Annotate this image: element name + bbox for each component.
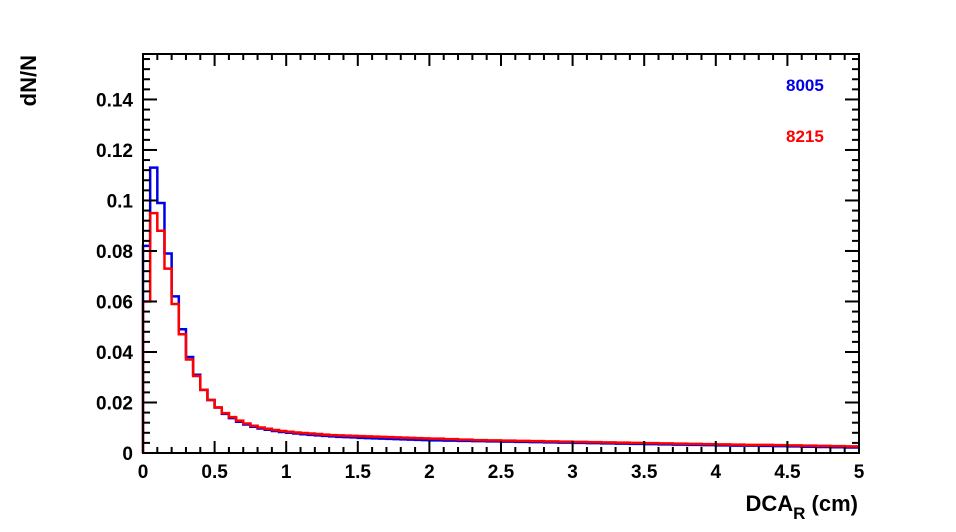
- y-tick-label: 0.06: [96, 292, 133, 313]
- x-tick-label: 4.5: [774, 462, 801, 483]
- y-tick-label: 0.04: [96, 343, 133, 364]
- y-axis-title: dN/N: [16, 55, 41, 106]
- x-tick-label: 4: [711, 462, 722, 483]
- x-axis-ticks: [142, 54, 860, 453]
- x-tick-label: 2.5: [488, 462, 515, 483]
- legend-entry-8005: 8005: [786, 76, 824, 95]
- y-tick-label: 0.12: [96, 141, 133, 162]
- x-tick-label: 1.5: [345, 462, 372, 483]
- x-axis-title: DCAR (cm): [745, 491, 858, 523]
- y-axis-ticks: [143, 58, 859, 454]
- x-tick-label: 3.5: [631, 462, 658, 483]
- x-tick-label: 2: [424, 462, 435, 483]
- x-tick-label: 1: [281, 462, 292, 483]
- series-layer: [141, 166, 859, 453]
- x-axis-title-unit: (cm): [805, 491, 858, 516]
- x-axis-title-main: DCA: [745, 491, 793, 516]
- x-axis-title-subscript: R: [793, 504, 805, 523]
- series-line-8215: [141, 211, 859, 453]
- plot-area: [143, 54, 859, 453]
- y-tick-label: 0: [122, 444, 133, 465]
- legend: 8005 8215: [786, 76, 824, 146]
- x-tick-label: 0.5: [201, 462, 228, 483]
- y-axis-tick-labels: 0 0.02 0.04 0.06 0.08 0.1 0.12 0.14: [96, 90, 133, 465]
- x-tick-label: 5: [854, 462, 865, 483]
- x-axis-tick-labels: 0 0.5 1 1.5 2 2.5 3 3.5 4 4.5 5: [138, 462, 865, 483]
- y-tick-label: 0.02: [96, 393, 133, 414]
- y-tick-label: 0.14: [96, 90, 133, 111]
- x-tick-label: 0: [138, 462, 149, 483]
- y-tick-label: 0.08: [96, 242, 133, 263]
- x-tick-label: 3: [567, 462, 578, 483]
- y-tick-label: 0.1: [107, 191, 134, 212]
- legend-entry-8215: 8215: [786, 127, 824, 146]
